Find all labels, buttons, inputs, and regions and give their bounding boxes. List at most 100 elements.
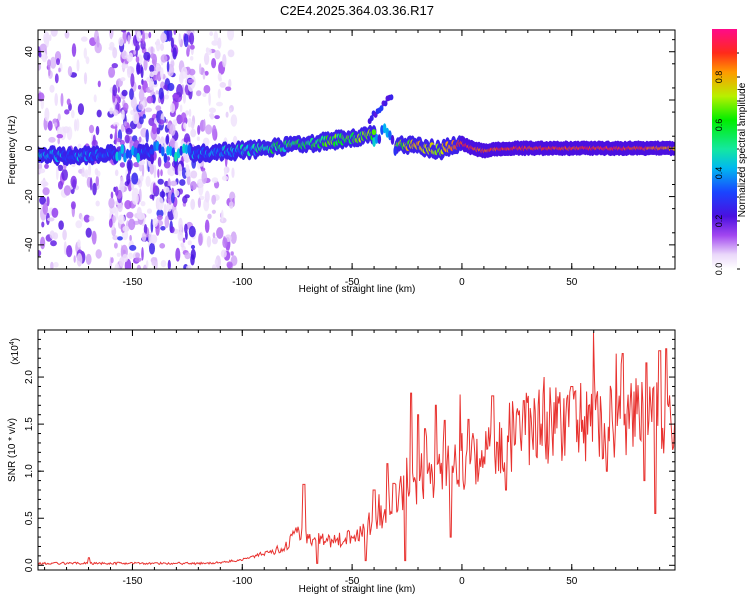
noise-blob bbox=[40, 236, 46, 250]
noise-blob bbox=[83, 47, 88, 59]
ridge-cell bbox=[382, 123, 387, 134]
noise-blob bbox=[188, 225, 196, 238]
noise-blob bbox=[156, 196, 164, 211]
noise-blob bbox=[221, 175, 229, 181]
noise-blob bbox=[187, 78, 195, 84]
noise-blob bbox=[114, 169, 119, 177]
noise-blob bbox=[157, 178, 164, 185]
noise-blob bbox=[212, 264, 217, 269]
noise-blob bbox=[50, 240, 57, 247]
noise-blob bbox=[221, 209, 224, 222]
noise-blob bbox=[138, 136, 142, 143]
ridge-cell bbox=[374, 133, 379, 144]
ridge-cell bbox=[393, 146, 398, 156]
noise-blob bbox=[211, 194, 217, 205]
noise-blob bbox=[60, 93, 64, 107]
noise-blob bbox=[121, 109, 125, 121]
noise-blob bbox=[71, 109, 75, 119]
noise-blob bbox=[158, 87, 164, 100]
noise-blob bbox=[173, 30, 177, 36]
spectrogram-xtick-label: 50 bbox=[566, 277, 578, 288]
snr-xtick-label: -100 bbox=[232, 576, 252, 587]
noise-blob bbox=[112, 47, 118, 59]
noise-blob bbox=[174, 141, 179, 150]
noise-blob bbox=[133, 50, 137, 55]
noise-blob bbox=[74, 119, 77, 132]
noise-blob bbox=[208, 107, 216, 114]
noise-blob bbox=[138, 88, 145, 102]
noise-blob bbox=[185, 110, 190, 116]
noise-blob bbox=[149, 242, 155, 255]
noise-blob bbox=[206, 235, 212, 248]
noise-blob bbox=[175, 247, 181, 262]
noise-blob bbox=[230, 251, 234, 256]
noise-blob bbox=[129, 244, 137, 251]
noise-blob bbox=[177, 231, 184, 241]
noise-blob bbox=[131, 172, 139, 185]
noise-blob bbox=[124, 200, 132, 210]
noise-blob bbox=[114, 242, 118, 249]
ridge-cell bbox=[163, 153, 168, 164]
noise-blob bbox=[38, 63, 42, 71]
noise-blob bbox=[116, 137, 121, 143]
noise-blob bbox=[112, 109, 119, 116]
noise-blob bbox=[210, 113, 215, 120]
noise-blob bbox=[146, 260, 149, 269]
noise-blob bbox=[135, 56, 140, 63]
colorbar-gradient bbox=[712, 29, 737, 269]
noise-blob bbox=[70, 201, 76, 210]
noise-blob bbox=[114, 263, 120, 269]
noise-blob bbox=[57, 164, 64, 172]
noise-blob bbox=[55, 166, 59, 180]
noise-blob bbox=[177, 163, 183, 177]
noise-blob bbox=[203, 52, 210, 65]
noise-blob bbox=[131, 192, 139, 205]
noise-blob bbox=[137, 85, 142, 90]
noise-blob bbox=[57, 113, 61, 121]
noise-blob bbox=[50, 56, 57, 69]
colorbar-ticks: 0.0 0.2 0.4 0.6 0.8 bbox=[714, 52, 740, 275]
noise-blob bbox=[222, 237, 228, 249]
noise-blob bbox=[207, 213, 212, 220]
ridge-cell bbox=[117, 150, 122, 161]
noise-blob bbox=[211, 58, 217, 69]
noise-blob bbox=[180, 242, 185, 248]
noise-blob bbox=[120, 123, 125, 132]
spectrogram-axes: -150 -100 -50 0 50 -40 -20 0 20 40 bbox=[24, 30, 675, 288]
noise-blob bbox=[95, 249, 102, 259]
noise-blob bbox=[217, 37, 222, 49]
noise-blob bbox=[160, 169, 163, 177]
noise-blob bbox=[178, 36, 182, 41]
snr-plot-area bbox=[38, 330, 675, 570]
noise-blob bbox=[38, 168, 46, 174]
noise-blob bbox=[164, 215, 170, 229]
noise-blob bbox=[204, 70, 209, 76]
noise-blob bbox=[47, 120, 53, 131]
noise-blob bbox=[190, 198, 196, 210]
colorbar-label: Normalized spectral amplitude bbox=[737, 82, 748, 217]
noise-blob bbox=[81, 216, 84, 222]
noise-blob bbox=[150, 53, 156, 59]
noise-blob bbox=[95, 125, 100, 136]
noise-blob bbox=[75, 220, 83, 229]
noise-blob bbox=[88, 215, 95, 222]
noise-blob bbox=[126, 173, 131, 185]
noise-blob bbox=[220, 249, 227, 258]
noise-blob bbox=[170, 37, 174, 49]
noise-blob bbox=[125, 128, 133, 135]
noise-blob bbox=[121, 63, 129, 69]
noise-blob bbox=[217, 72, 222, 81]
noise-blob bbox=[48, 65, 51, 77]
noise-blob bbox=[121, 89, 128, 97]
noise-blob bbox=[72, 179, 77, 190]
noise-blob bbox=[208, 92, 211, 106]
noise-blob bbox=[88, 163, 92, 176]
noise-blob bbox=[227, 49, 235, 58]
ridge-cell bbox=[125, 148, 130, 159]
noise-blob bbox=[163, 203, 167, 216]
noise-blob bbox=[190, 56, 194, 61]
noise-blob bbox=[190, 170, 198, 179]
noise-blob bbox=[183, 33, 189, 48]
noise-blob bbox=[226, 261, 233, 269]
noise-blob bbox=[229, 107, 232, 114]
